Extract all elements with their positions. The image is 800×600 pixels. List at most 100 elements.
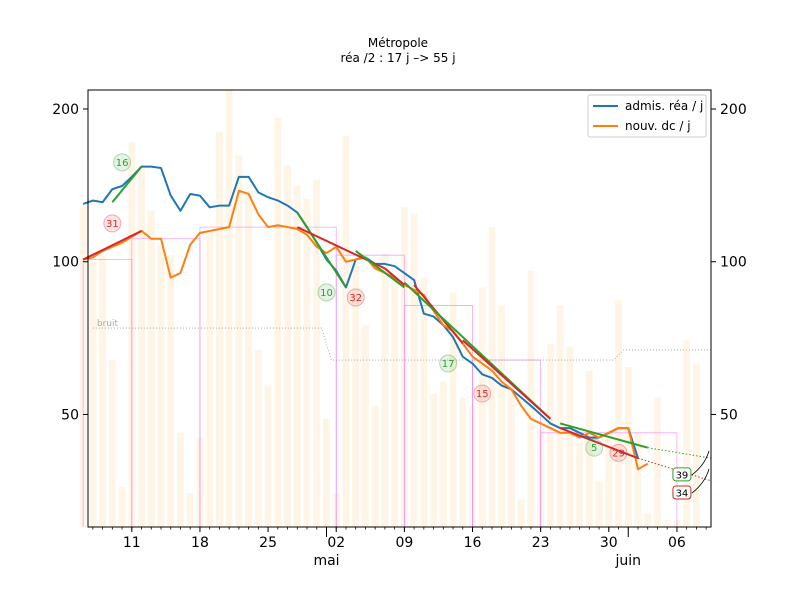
end-box-green: 39 [672,450,710,482]
y-tick-label-left: 200 [52,102,79,118]
bubble-label: 10 [320,288,333,299]
daily-bar [177,432,184,527]
plot-frame [87,89,712,528]
daily-bar [634,432,642,527]
bubble-circle [113,153,132,172]
end-box-frame [672,485,692,500]
noise-line: bruit [92,319,711,361]
daily-bar [478,287,486,527]
projection-line-red [637,457,712,482]
daily-bar [576,442,583,527]
fit-lines [82,165,712,482]
bubble-label: 5 [591,443,597,454]
doubling-bubble-red: 29 [609,443,628,462]
daily-bar [362,325,369,527]
y-tick-label-right: 50 [720,407,738,423]
bubble-label: 17 [442,359,455,370]
fit-line-red [462,339,552,420]
daily-bar [692,363,700,527]
daily-bar [206,230,214,527]
fit-line-red [384,267,406,286]
daily-bar [313,179,321,527]
daily-bar [293,186,301,527]
bubble-label: 16 [116,158,129,169]
daily-bar [235,155,243,527]
doubling-bubble-green: 10 [317,283,336,302]
noise-threshold [92,327,711,361]
daily-bars [79,90,700,528]
daily-bar [566,346,574,527]
doubling-bubble-red: 32 [346,288,365,307]
x-tick-label: 25 [259,535,277,551]
daily-bar [644,512,652,527]
daily-bar [284,165,291,528]
fit-line-red [559,427,639,460]
daily-bar [624,367,632,527]
end-box-label: 39 [676,470,689,481]
daily-bar [459,397,467,527]
fit-line-green [559,422,648,449]
daily-bar [245,190,253,528]
daily-bar [381,253,389,527]
daily-bar [449,292,457,527]
daily-bar [323,418,330,527]
daily-bar [138,165,145,528]
daily-bar [99,255,107,527]
bubble-circle [473,384,492,403]
projection-line-green [647,447,712,459]
fit-line-green [111,165,143,203]
x-tick-label: 09 [395,535,413,551]
daily-bar [546,343,554,527]
bubble-label: 15 [476,389,489,400]
x-tick-label: 02 [327,535,345,551]
x-tick-label: 23 [532,535,550,551]
series-line-admis [82,165,639,459]
x-tick-label: 11 [123,535,141,551]
daily-bar [615,300,622,527]
bubble-circle [317,283,336,302]
daily-bar [391,277,399,527]
daily-bar [556,305,564,527]
daily-bar [585,370,593,527]
end-box-label: 34 [676,489,689,500]
daily-bar [274,117,282,527]
end-box-frame [672,467,692,482]
daily-bar [264,385,272,527]
daily-bar [430,393,437,527]
daily-bar [439,381,447,527]
y-tick-label-left: 100 [52,255,79,271]
daily-bar [89,261,97,527]
daily-bar [342,135,350,527]
end-box-pointer [691,468,710,494]
x-tick-label: 16 [464,535,482,551]
daily-bar [167,255,175,527]
noise-label: bruit [97,319,119,329]
fit-line-green [296,212,347,288]
daily-bar [420,277,428,527]
daily-bar [157,244,165,527]
daily-bar [108,360,116,527]
daily-bar [410,214,418,528]
bubble-label: 32 [349,293,362,304]
daily-bar [663,519,671,527]
doubling-bubble-green: 17 [439,354,458,373]
daily-bar [186,493,194,527]
x-tick-label: 30 [600,535,618,551]
doubling-bubble-green: 5 [585,438,604,457]
daily-bar [254,349,262,527]
chart-title: Métropole [368,36,428,50]
daily-bar [147,210,155,527]
daily-bar [527,270,535,527]
daily-bar [683,340,691,527]
fit-line-red [82,230,142,261]
x-month-label: mai [313,553,339,569]
axes: 50 50 100 100 200 200 11 18 25 02 09 16 23 30 06 mai jui… [52,102,746,569]
x-month-label: juin [614,553,641,569]
doubling-bubble-green: 16 [113,153,132,172]
x-tick-label: 06 [668,535,686,551]
chart-subtitle: réa /2 : 17 j –> 55 j [340,51,455,65]
bubble-circle [346,288,365,307]
daily-bar [508,385,515,527]
legend: admis. réa / j nouv. dc / j [587,94,707,138]
